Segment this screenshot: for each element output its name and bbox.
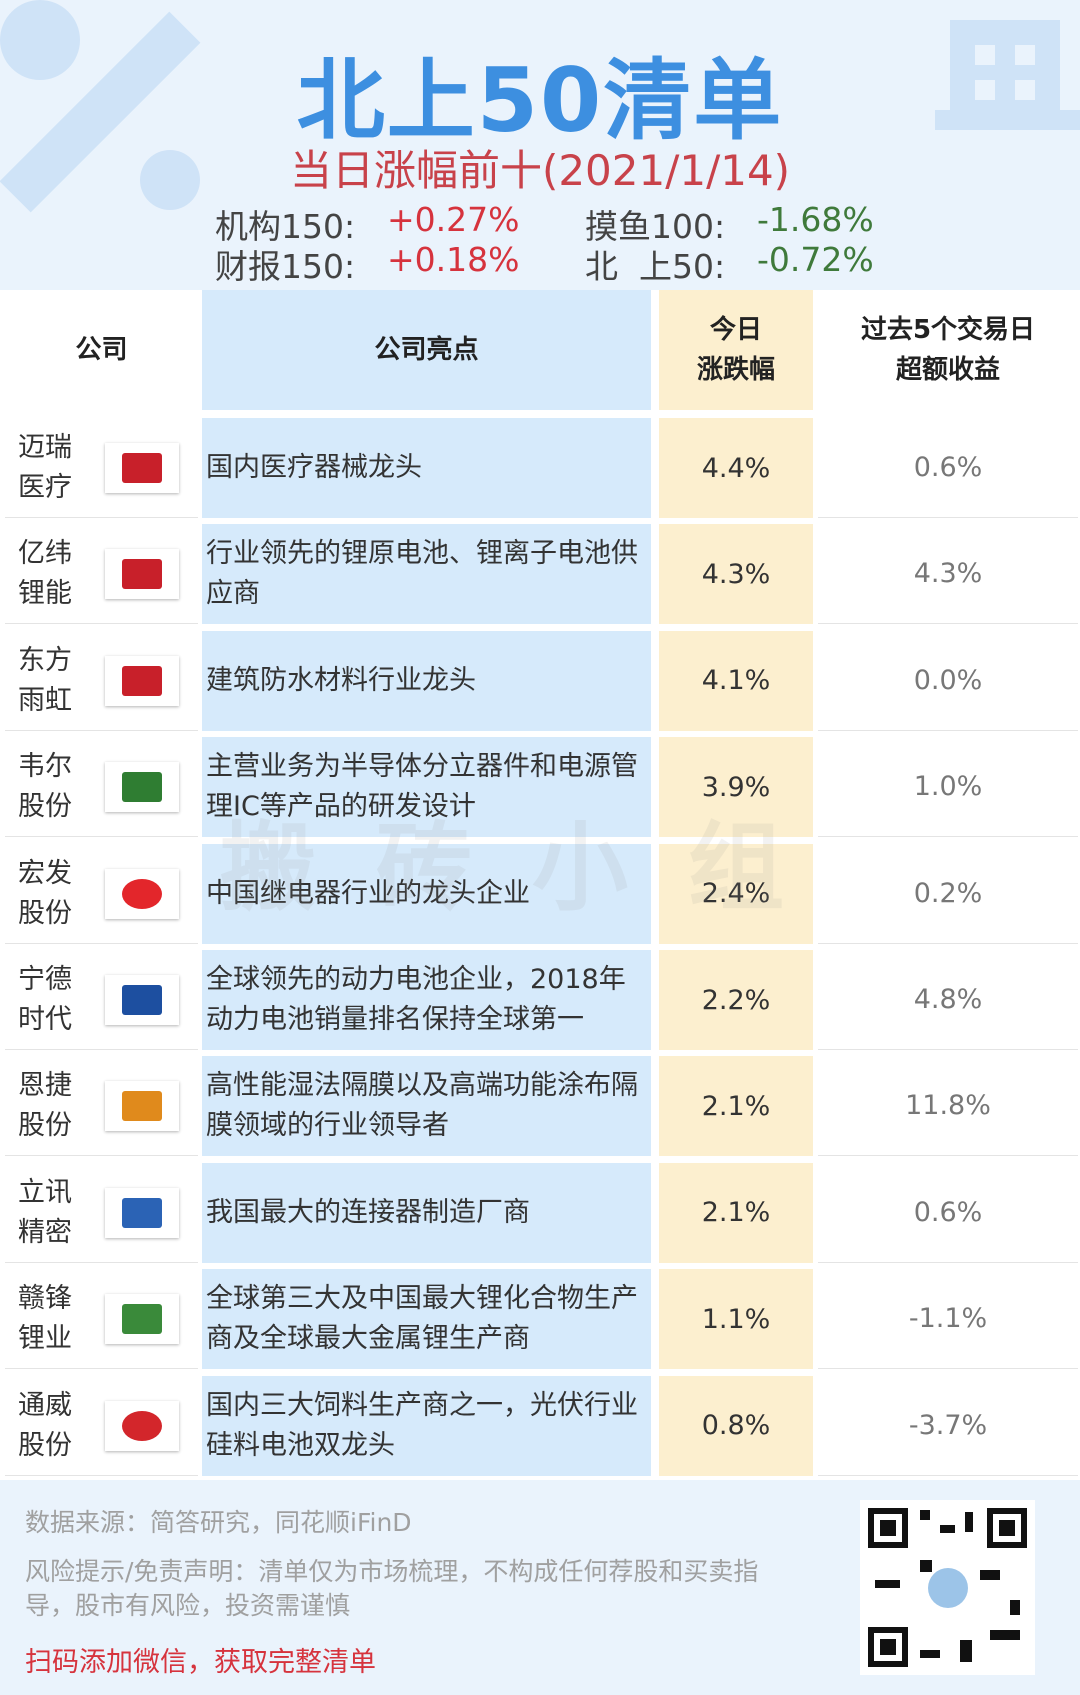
source: 数据来源：简答研究，同花顺iFinD <box>25 1508 412 1537</box>
column-header: 公司亮点 <box>202 290 651 410</box>
excess-return: 4.3% <box>818 524 1078 625</box>
today-change: 1.1% <box>659 1269 813 1370</box>
highlight: 行业领先的锂原电池、锂离子电池供应商 <box>202 524 651 625</box>
logo-mark <box>122 1304 162 1335</box>
company-name: 东方 雨虹 <box>18 644 72 716</box>
header-decoration <box>0 0 1080 213</box>
highlight: 国内三大饲料生产商之一，光伏行业硅料电池双龙头 <box>202 1375 651 1476</box>
today-change: 4.1% <box>659 630 813 731</box>
logo-mark <box>122 453 162 483</box>
today-change: 2.2% <box>659 950 813 1050</box>
company-name: 宁德 时代 <box>18 964 72 1035</box>
logo-mark <box>122 1091 162 1122</box>
today-change: 2.1% <box>659 1162 813 1263</box>
company-name: 迈瑞 医疗 <box>18 432 72 503</box>
today-change: 0.8% <box>659 1375 813 1476</box>
title: 北上50清单 <box>296 49 784 152</box>
excess-return: 0.0% <box>818 630 1078 731</box>
watermark: 搬砖小组 <box>220 812 844 924</box>
excess-return: -3.7% <box>818 1375 1078 1476</box>
subtitle: 当日涨幅前十(2021/1/14) <box>289 146 791 195</box>
logo-mark <box>122 1197 162 1228</box>
company-name: 赣锋 锂业 <box>18 1283 72 1355</box>
company-name: 宏发 股份 <box>18 857 72 929</box>
logo-mark <box>122 1410 162 1441</box>
company-name: 立讯 精密 <box>18 1176 72 1248</box>
company-logo <box>105 762 179 813</box>
company-name: 韦尔 股份 <box>18 751 72 823</box>
highlight: 建筑防水材料行业龙头 <box>202 630 651 731</box>
excess-return: 4.8% <box>818 950 1078 1050</box>
column-header: 今日 涨跌幅 <box>659 290 813 410</box>
index-label: 北 上50: <box>585 247 726 286</box>
logo-mark <box>122 665 162 696</box>
column-header: 过去5个交易日 超额收益 <box>818 290 1078 410</box>
excess-return: 11.8% <box>818 1056 1078 1157</box>
excess-return: 0.6% <box>818 1162 1078 1263</box>
today-change: 3.9% <box>659 737 813 838</box>
table: 公司 公司亮点 今日 涨跌幅 过去5个交易日 超额收益迈瑞 医疗 国内医疗器械龙头 4.4… <box>0 290 1080 1480</box>
logo-mark <box>122 985 162 1015</box>
company-name: 通威 股份 <box>18 1389 72 1461</box>
index-label: 摸鱼100: <box>585 207 726 246</box>
today-change: 4.3% <box>659 524 813 625</box>
logo-mark <box>122 772 162 803</box>
highlight: 中国继电器行业的龙头企业 <box>202 843 651 944</box>
company-name: 亿纬 锂能 <box>18 538 72 610</box>
highlight: 国内医疗器械龙头 <box>202 418 651 518</box>
highlight: 主营业务为半导体分立器件和电源管理IC等产品的研发设计 <box>202 737 651 838</box>
highlight: 全球第三大及中国最大锂化合物生产商及全球最大金属锂生产商 <box>202 1269 651 1370</box>
index-value: +0.18% <box>387 240 520 279</box>
logo-mark <box>122 559 162 590</box>
qr-code <box>860 1500 1035 1675</box>
highlight: 全球领先的动力电池企业，2018年动力电池销量排名保持全球第一 <box>202 950 651 1050</box>
logo-mark <box>122 878 162 909</box>
excess-return: 1.0% <box>818 737 1078 838</box>
index-value: -0.72% <box>757 240 874 279</box>
column-header: 公司 <box>5 290 198 410</box>
company-name: 恩捷 股份 <box>18 1070 72 1142</box>
company-logo <box>105 975 179 1025</box>
excess-return: 0.2% <box>818 843 1078 944</box>
index-label: 财报150: <box>215 247 356 286</box>
index-label: 机构150: <box>215 207 356 246</box>
company-logo <box>105 868 179 919</box>
company-logo <box>105 655 179 706</box>
company-logo <box>105 443 179 493</box>
today-change: 2.1% <box>659 1056 813 1157</box>
excess-return: 0.6% <box>818 418 1078 518</box>
highlight: 高性能湿法隔膜以及高端功能涂布隔膜领域的行业领导者 <box>202 1056 651 1157</box>
index-value: -1.68% <box>757 200 874 239</box>
company-logo <box>105 1400 179 1451</box>
cta: 扫码添加微信，获取完整清单 <box>25 1647 376 1678</box>
today-change: 2.4% <box>659 843 813 944</box>
company-logo <box>105 549 179 600</box>
disclaimer: 风险提示/免责声明：清单仅为市场梳理，不构成任何荐股和买卖指导，股市有风险，投资… <box>25 1557 759 1620</box>
index-value: +0.27% <box>387 200 520 239</box>
excess-return: -1.1% <box>818 1269 1078 1370</box>
company-logo <box>105 1294 179 1345</box>
today-change: 4.4% <box>659 418 813 518</box>
company-logo <box>105 1187 179 1238</box>
highlight: 我国最大的连接器制造厂商 <box>202 1162 651 1263</box>
company-logo <box>105 1081 179 1132</box>
